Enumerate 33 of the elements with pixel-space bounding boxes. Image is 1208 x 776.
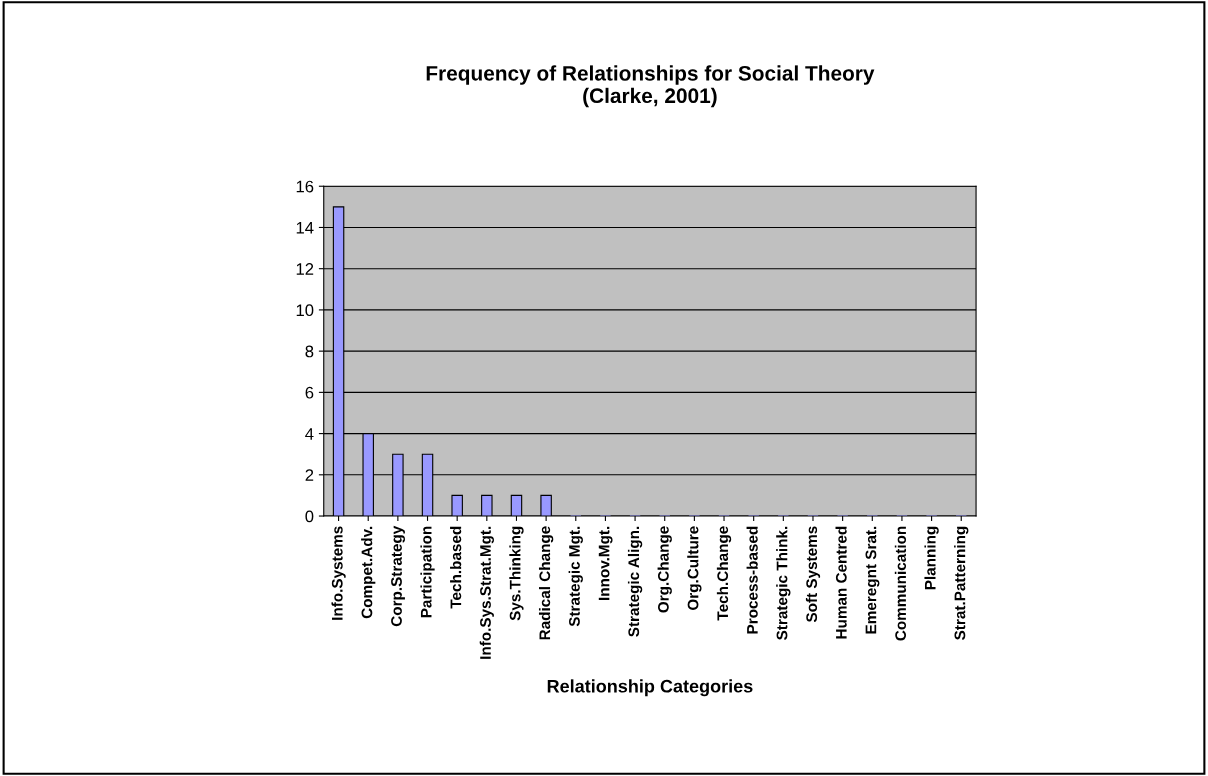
y-tick-label: 10 <box>296 304 314 317</box>
chart-title: Frequency of Relationships for Social Theory (Clarke, 2001) <box>426 65 875 108</box>
x-tick-label: Innov.Mgt. <box>598 526 613 600</box>
x-tick-label: Tech.Change <box>716 526 732 621</box>
x-tick-label: Communication <box>894 526 907 641</box>
y-tick-label: 12 <box>296 263 314 275</box>
x-tick-label: Process-based <box>746 526 758 634</box>
x-tick-label: Compet.Adv. <box>361 526 376 619</box>
x-tick-label: Strategic Align. <box>627 526 643 637</box>
y-tick-label: 16 <box>296 180 314 193</box>
y-tick-label: 14 <box>296 222 314 234</box>
y-tick-label: 4 <box>305 428 314 440</box>
y-tick-label: 6 <box>305 386 314 399</box>
x-tick-label: Corp.Strategy <box>391 525 405 627</box>
y-tick-label: 8 <box>305 345 314 358</box>
x-tick-label: Strategic Mgt. <box>568 526 583 627</box>
x-tick-label: Sys.Thinking <box>509 526 524 621</box>
x-tick-label: Info.Systems <box>331 526 346 620</box>
x-tick-label: Org.Culture <box>687 526 702 611</box>
x-tick-label: Emeregnt Srat. <box>865 526 880 634</box>
x-tick-label: Participation <box>420 526 435 618</box>
x-tick-label: Soft Systems <box>805 526 821 623</box>
y-tick-label: 2 <box>305 469 314 481</box>
x-tick-label: Planning <box>924 526 939 590</box>
x-axis-title: Relationship Categories <box>547 679 753 697</box>
x-tick-label: Org.Change <box>657 526 672 613</box>
x-tick-label: Radical Change <box>538 526 554 640</box>
x-tick-label: Tech.based <box>450 526 462 609</box>
x-tick-label: Strategic Think. <box>776 526 791 640</box>
x-tick-label: Info.Sys.Strat.Mgt. <box>479 526 494 659</box>
x-tick-label: Human Centred <box>835 526 847 639</box>
y-tick-label: 0 <box>305 510 314 523</box>
x-tick-label: Strat.Patterning <box>954 526 969 640</box>
